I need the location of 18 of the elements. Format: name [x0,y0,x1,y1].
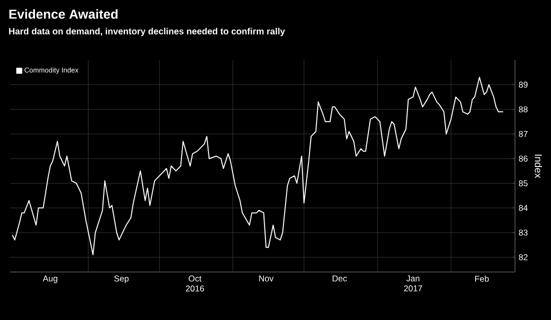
x-tick-label: Aug [42,276,58,284]
x-tick-label: Jan 2017 [404,276,422,292]
x-tick-label: Nov [259,276,274,282]
x-tick-label: Oct 2016 [186,276,204,292]
x-tick-label: Dec [332,276,347,282]
y-axis-title: Index [534,154,542,178]
y-tick-label: 89 [518,82,528,88]
x-tick-label: Sep [114,276,129,284]
y-tick-label: 84 [518,204,528,211]
y-tick-label: 87 [518,130,528,137]
chart-subtitle: Hard data on demand, inventory declines needed to confirm rally [9,28,285,36]
y-tick-label: 88 [518,106,528,112]
y-tick-label: 85 [518,180,528,186]
y-tick-label: 83 [518,230,528,236]
x-tick-label: Feb [475,276,489,282]
y-tick-label: 82 [518,254,528,260]
chart-title: Evidence Awaited [9,9,118,19]
y-tick-label: 86 [518,156,528,162]
